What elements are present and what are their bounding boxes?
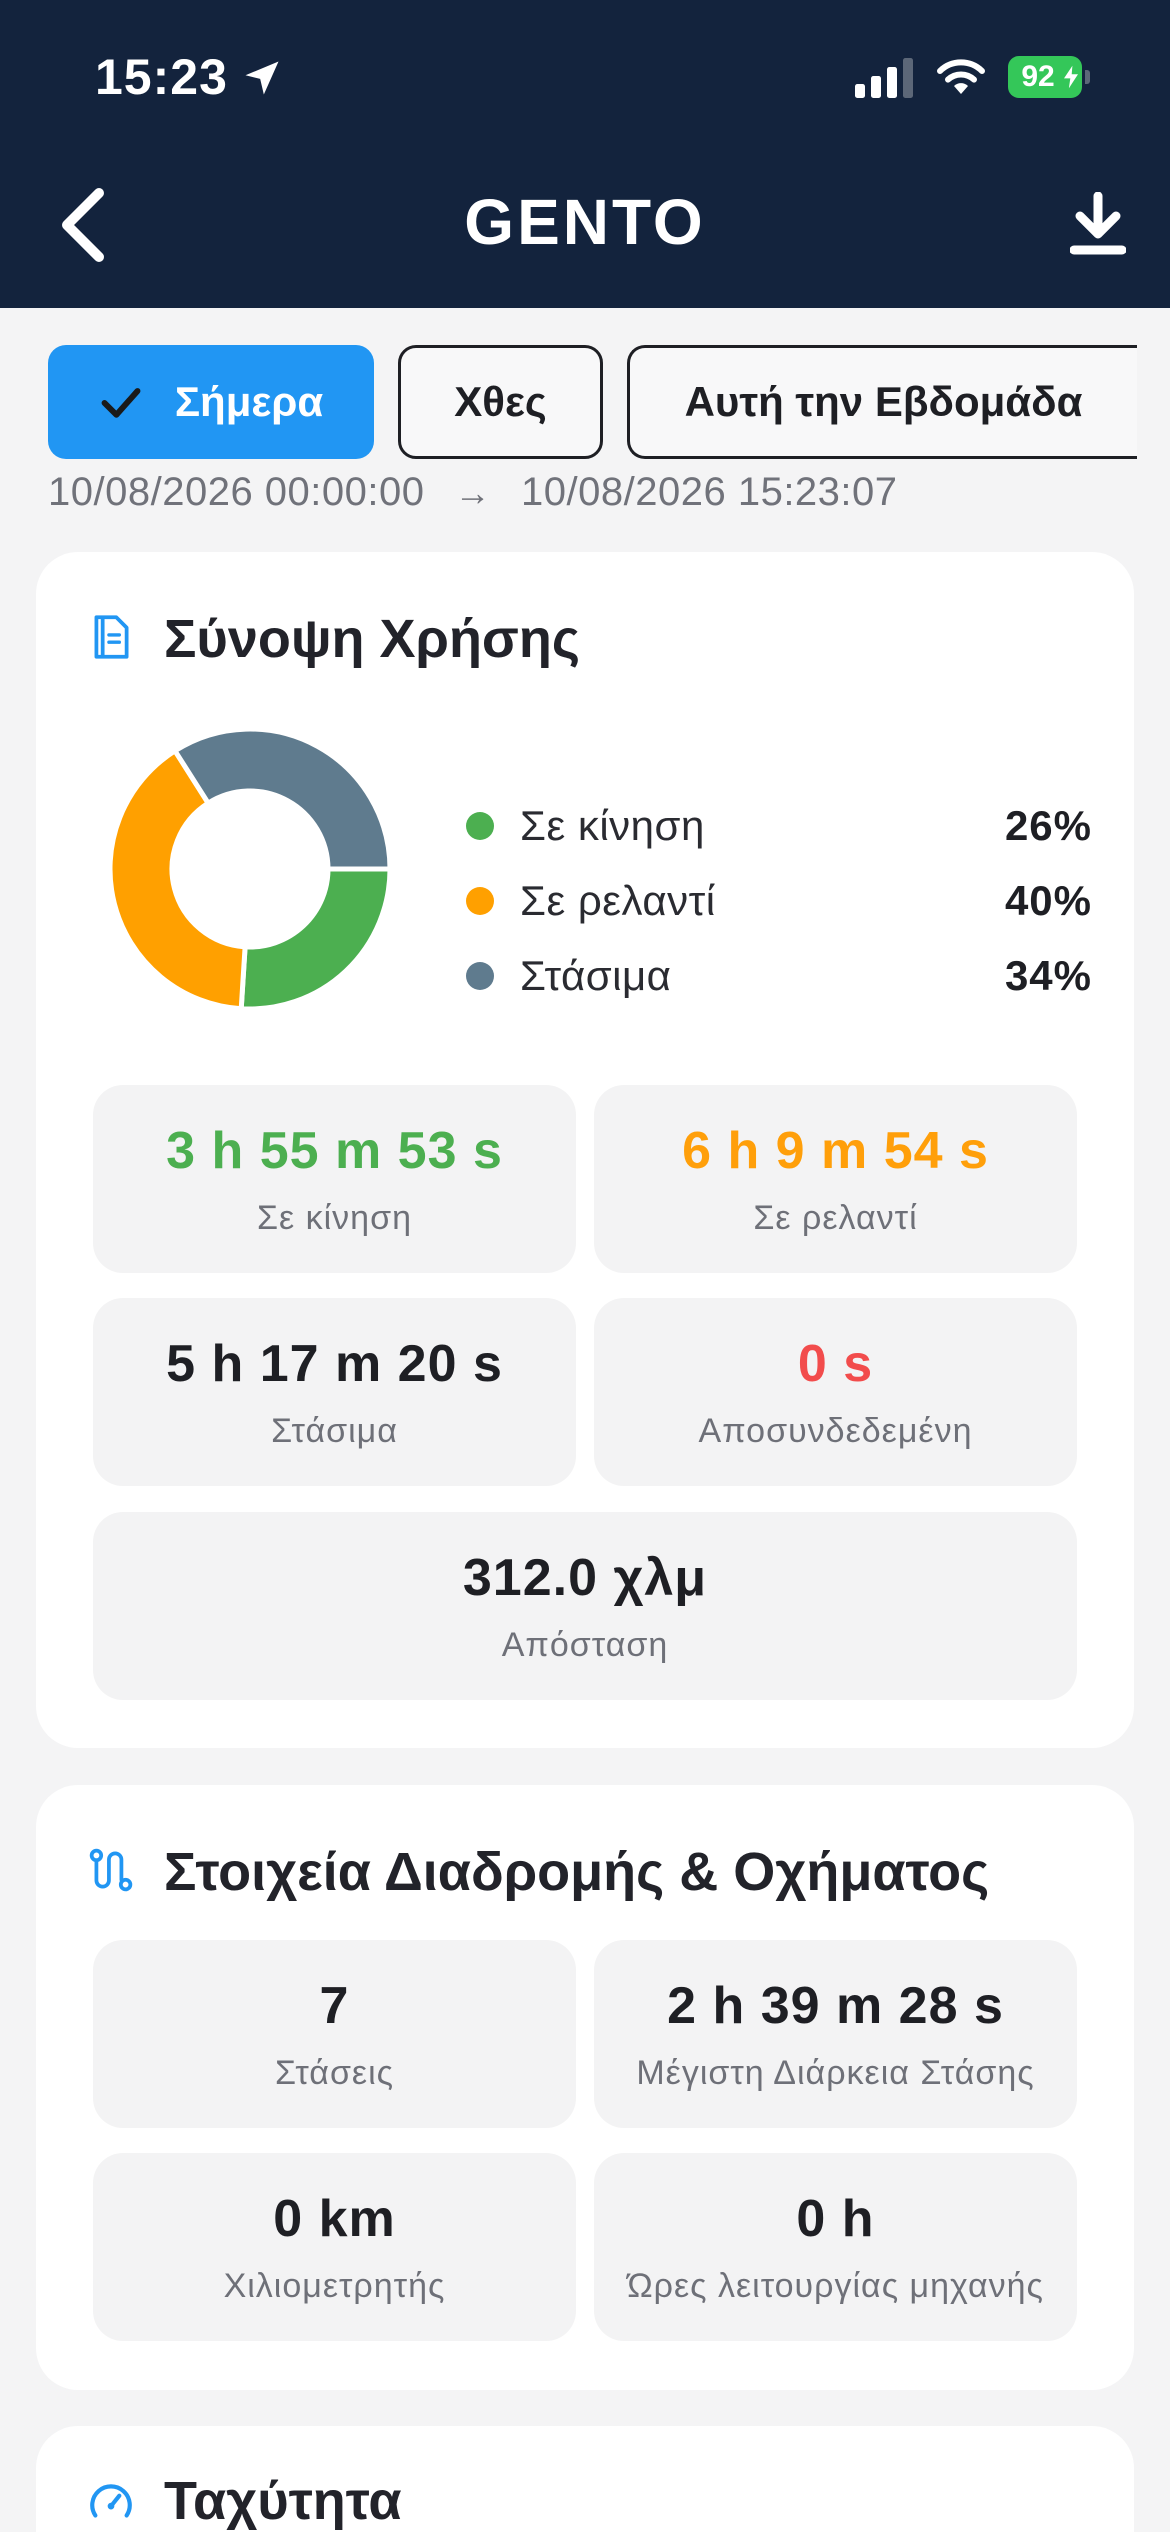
- legend-label-moving: Σε κίνηση: [520, 802, 705, 849]
- speed-card: Ταχύτητα: [36, 2426, 1134, 2532]
- filter-chip-this-week[interactable]: Αυτή την Εβδομάδα: [627, 345, 1137, 459]
- stat-tile-disconnected: 0 s Αποσυνδεδεμένη: [594, 1298, 1077, 1486]
- speedometer-icon: [90, 2484, 132, 2518]
- stat-tile-engine-hours: 0 h Ώρες λειτουργίας μηχανής: [594, 2153, 1077, 2341]
- legend-item-idle: Σε ρελαντί 40%: [462, 871, 1092, 931]
- document-icon: [94, 615, 129, 659]
- battery-level: 92: [1021, 60, 1055, 93]
- route-vehicle-card: Στοιχεία Διαδρομής & Οχήματος 7 Στάσεις …: [36, 1785, 1134, 2390]
- legend-value-idle: 40%: [1004, 877, 1092, 924]
- route-icon: [89, 1848, 133, 1892]
- speed-title: Ταχύτητα: [164, 2471, 402, 2531]
- stat-stops-label: Στάσεις: [274, 2054, 395, 2092]
- donut-slice-stopped: [172, 727, 392, 872]
- stat-tile-distance: 312.0 χλμ Απόσταση: [93, 1512, 1077, 1700]
- stat-tile-stops: 7 Στάσεις: [93, 1940, 576, 2128]
- legend-dot-moving: [466, 812, 494, 840]
- arrow-right-icon: →: [454, 471, 492, 513]
- stat-disconnected-label: Αποσυνδεδεμένη: [698, 1412, 973, 1450]
- filter-chip-today[interactable]: Σήμερα: [48, 345, 374, 459]
- stat-tile-moving: 3 h 55 m 53 s Σε κίνηση: [93, 1085, 576, 1273]
- stat-moving-value: 3 h 55 m 53 s: [166, 1122, 503, 1180]
- page-title: GENTO: [464, 186, 706, 258]
- stat-odometer-label: Χιλιομετρητής: [223, 2267, 446, 2305]
- stat-max-stop-label: Μέγιστη Διάρκεια Στάσης: [636, 2054, 1035, 2092]
- filter-chip-yesterday-label: Χθες: [454, 378, 547, 425]
- legend-value-moving: 26%: [1004, 802, 1092, 849]
- legend-label-stopped: Στάσιμα: [520, 952, 672, 999]
- donut-slice-idle: [108, 748, 248, 1011]
- stat-engine-hours-value: 0 h: [796, 2190, 875, 2248]
- stat-tile-odometer: 0 km Χιλιομετρητής: [93, 2153, 576, 2341]
- cellular-signal-icon: [855, 58, 913, 98]
- stat-moving-label: Σε κίνηση: [257, 1199, 412, 1237]
- stat-engine-hours-label: Ώρες λειτουργίας μηχανής: [627, 2267, 1044, 2305]
- legend-dot-idle: [466, 887, 494, 915]
- wifi-icon: [937, 59, 985, 94]
- legend-dot-stopped: [466, 962, 494, 990]
- stat-distance-label: Απόσταση: [501, 1626, 669, 1664]
- date-range: 10/08/2026 00:00:00 → 10/08/2026 15:23:0…: [48, 470, 898, 515]
- filter-chip-this-week-label: Αυτή την Εβδομάδα: [684, 378, 1083, 425]
- location-arrow-icon: [245, 61, 279, 95]
- legend-label-idle: Σε ρελαντί: [520, 877, 716, 924]
- status-time: 15:23: [95, 49, 228, 105]
- battery-indicator: 92: [1008, 56, 1090, 98]
- stat-odometer-value: 0 km: [273, 2190, 396, 2248]
- stat-stopped-label: Στάσιμα: [271, 1412, 398, 1450]
- date-range-to: 10/08/2026 15:23:07: [521, 470, 898, 514]
- stat-tile-stopped: 5 h 17 m 20 s Στάσιμα: [93, 1298, 576, 1486]
- stat-stopped-value: 5 h 17 m 20 s: [166, 1335, 503, 1393]
- filter-chip-yesterday[interactable]: Χθες: [398, 345, 603, 459]
- stat-stops-value: 7: [319, 1977, 350, 2035]
- filter-chip-today-label: Σήμερα: [174, 378, 324, 425]
- route-vehicle-title: Στοιχεία Διαδρομής & Οχήματος: [164, 1842, 990, 1902]
- stat-max-stop-value: 2 h 39 m 28 s: [667, 1977, 1004, 2035]
- donut-slice-moving: [238, 866, 392, 1011]
- stat-tile-idle: 6 h 9 m 54 s Σε ρελαντί: [594, 1085, 1077, 1273]
- stat-distance-value: 312.0 χλμ: [462, 1549, 708, 1607]
- date-range-from: 10/08/2026 00:00:00: [48, 470, 425, 514]
- usage-summary-title: Σύνοψη Χρήσης: [164, 609, 580, 669]
- charging-bolt-icon: [1064, 65, 1078, 89]
- stat-idle-value: 6 h 9 m 54 s: [682, 1122, 989, 1180]
- stat-idle-label: Σε ρελαντί: [753, 1199, 918, 1237]
- app-header: 15:23 92 GENTO: [0, 0, 1170, 308]
- back-button[interactable]: [55, 185, 115, 265]
- battery-tip: [1085, 70, 1090, 84]
- usage-donut-chart: [108, 727, 392, 1011]
- legend-value-stopped: 34%: [1004, 952, 1092, 999]
- stat-disconnected-value: 0 s: [797, 1335, 874, 1393]
- stat-tile-max-stop: 2 h 39 m 28 s Μέγιστη Διάρκεια Στάσης: [594, 1940, 1077, 2128]
- legend-item-moving: Σε κίνηση 26%: [462, 796, 1092, 856]
- legend-item-stopped: Στάσιμα 34%: [462, 946, 1092, 1006]
- usage-summary-card: Σύνοψη Χρήσης Σε κίνηση 26% Σε ρελαντί 4…: [36, 552, 1134, 1748]
- download-icon[interactable]: [1070, 192, 1126, 256]
- checkmark-icon: [101, 388, 141, 418]
